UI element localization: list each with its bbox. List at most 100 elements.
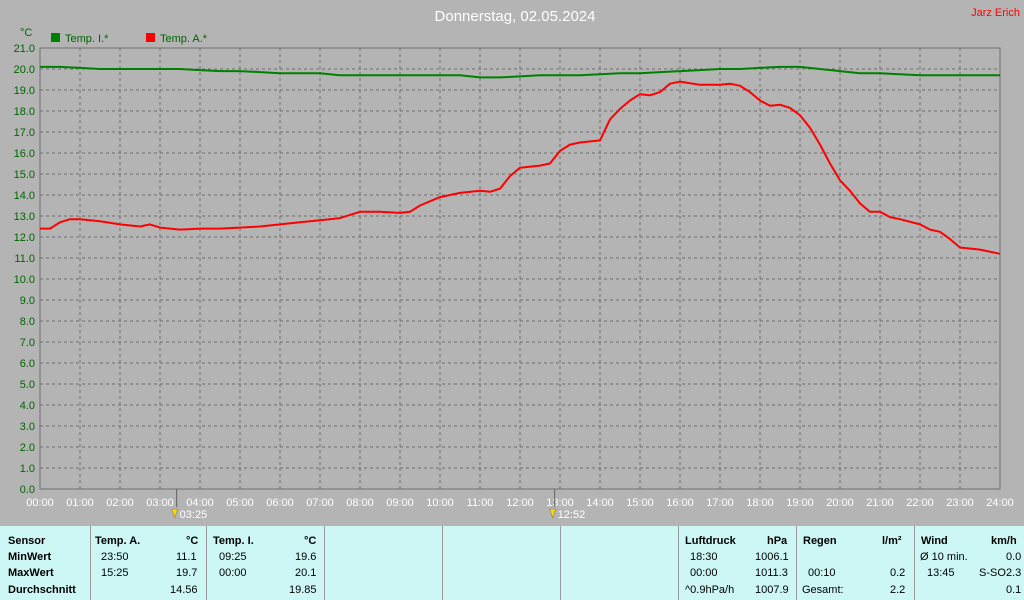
x-tick-label: 18:00 [746, 497, 774, 509]
sunrise-icon [171, 508, 179, 519]
column-divider [90, 526, 91, 600]
x-tick-label: 23:00 [946, 497, 974, 509]
wind-header: Wind [921, 535, 948, 547]
wind-avg-label: Ø 10 min. [920, 551, 968, 563]
temp-a-max-value: 19.7 [176, 567, 198, 579]
y-tick-label: 1.0 [20, 463, 35, 475]
row-label-min: MinWert [8, 551, 52, 563]
sun-markers: 03:25 12:52 [171, 489, 586, 521]
x-tick-label: 15:00 [626, 497, 654, 509]
x-tick-label: 10:00 [426, 497, 454, 509]
temp-i-min-value: 19.6 [295, 551, 317, 563]
y-tick-label: 16.0 [14, 148, 35, 160]
series-line-temp-i [40, 65, 1000, 79]
rain-total-label: Gesamt: [802, 584, 844, 596]
wind-max-direction: S-SO [979, 567, 1006, 579]
temp-i-max-value: 20.1 [295, 567, 317, 579]
x-tick-label: 09:00 [386, 497, 414, 509]
wind-max-time: 13:45 [927, 567, 955, 579]
y-tick-label: 21.0 [14, 43, 35, 55]
column-divider [206, 526, 207, 600]
pressure-average: 1007.9 [755, 584, 789, 596]
x-tick-label: 21:00 [866, 497, 894, 509]
rain-max-time: 00:10 [808, 567, 836, 579]
y-tick-label: 5.0 [20, 379, 35, 391]
pressure-unit: hPa [767, 535, 788, 547]
temp-a-max-time: 15:25 [101, 567, 129, 579]
column-divider [796, 526, 797, 600]
x-tick-label: 04:00 [186, 497, 214, 509]
x-tick-label: 00:00 [26, 497, 54, 509]
legend: Temp. I.* Temp. A.* [51, 33, 208, 45]
y-tick-label: 8.0 [20, 316, 35, 328]
x-tick-label: 12:00 [506, 497, 534, 509]
x-tick-label: 14:00 [586, 497, 614, 509]
y-tick-label: 9.0 [20, 295, 35, 307]
temp-i-max-time: 00:00 [219, 567, 247, 579]
y-tick-label: 17.0 [14, 127, 35, 139]
y-tick-label: 18.0 [14, 106, 35, 118]
pressure-min-time: 18:30 [690, 551, 718, 563]
sensor-header: Sensor [8, 535, 46, 547]
temp-a-min-value: 11.1 [176, 551, 197, 563]
x-tick-label: 13:00 [546, 497, 574, 509]
column-divider [442, 526, 443, 600]
column-divider [678, 526, 679, 600]
legend-label-temp-i: Temp. I.* [65, 33, 109, 45]
chart-title: Donnerstag, 02.05.2024 [435, 8, 596, 25]
wind-third-value: 0.1 [1006, 584, 1022, 596]
series-line-temp-a [40, 80, 1001, 255]
y-tick-label: 11.0 [14, 253, 35, 265]
column-divider [914, 526, 915, 600]
temp-i-min-time: 09:25 [219, 551, 247, 563]
y-tick-label: 4.0 [20, 400, 35, 412]
pressure-max-value: 1011.3 [755, 567, 788, 579]
temp-i-unit: °C [304, 535, 317, 547]
y-tick-label: 6.0 [20, 358, 35, 370]
x-axis-ticks: 00:00 01:00 02:00 03:00 04:00 05:00 06:00 07:00… [26, 497, 1014, 509]
y-tick-label: 12.0 [14, 232, 35, 244]
x-tick-label: 22:00 [906, 497, 934, 509]
y-tick-label: 13.0 [14, 211, 35, 223]
author-label: Jarz Erich [971, 7, 1020, 19]
y-unit-label: °C [20, 27, 32, 39]
pressure-trend: ^0.9hPa/h [685, 584, 735, 596]
x-tick-label: 20:00 [826, 497, 854, 509]
stats-table: Sensor MinWert MaxWert Durchschnitt Temp… [0, 526, 1024, 600]
chart-area: Donnerstag, 02.05.2024 Jarz Erich °C Tem… [14, 7, 1020, 521]
y-axis-ticks: 0.0 1.0 2.0 3.0 4.0 5.0 6.0 7.0 8.0 9.0 10.0 11.0 12… [14, 43, 35, 496]
wind-unit: km/h [991, 535, 1017, 547]
row-label-avg: Durchschnitt [8, 584, 76, 596]
x-tick-label: 01:00 [66, 497, 94, 509]
rain-unit: l/m² [882, 535, 902, 547]
y-tick-label: 0.0 [20, 484, 35, 496]
y-tick-label: 19.0 [14, 85, 35, 97]
grid-lines [40, 48, 1000, 489]
sunset-time-label: 12:52 [558, 509, 586, 521]
temp-a-average: 14.56 [170, 584, 198, 596]
column-divider [324, 526, 325, 600]
rain-header: Regen [803, 535, 837, 547]
row-label-max: MaxWert [8, 567, 54, 579]
wind-max-value: 2.3 [1006, 567, 1022, 579]
x-tick-label: 07:00 [306, 497, 334, 509]
rain-total-value: 2.2 [890, 584, 906, 596]
x-tick-label: 19:00 [786, 497, 814, 509]
x-tick-label: 08:00 [346, 497, 374, 509]
y-tick-label: 10.0 [14, 274, 35, 286]
y-tick-label: 2.0 [20, 442, 35, 454]
legend-swatch-temp-a [146, 33, 155, 42]
sunrise-time-label: 03:25 [180, 509, 208, 521]
x-tick-label: 06:00 [266, 497, 294, 509]
pressure-max-time: 00:00 [690, 567, 718, 579]
wind-avg-value: 0.0 [1006, 551, 1022, 563]
temp-a-min-time: 23:50 [101, 551, 129, 563]
x-tick-label: 03:00 [146, 497, 174, 509]
legend-swatch-temp-i [51, 33, 60, 42]
x-tick-label: 05:00 [226, 497, 254, 509]
x-tick-label: 17:00 [706, 497, 734, 509]
sunset-icon [549, 508, 557, 519]
y-tick-label: 20.0 [14, 64, 35, 76]
pressure-min-value: 1006.1 [755, 551, 789, 563]
y-tick-label: 7.0 [20, 337, 35, 349]
